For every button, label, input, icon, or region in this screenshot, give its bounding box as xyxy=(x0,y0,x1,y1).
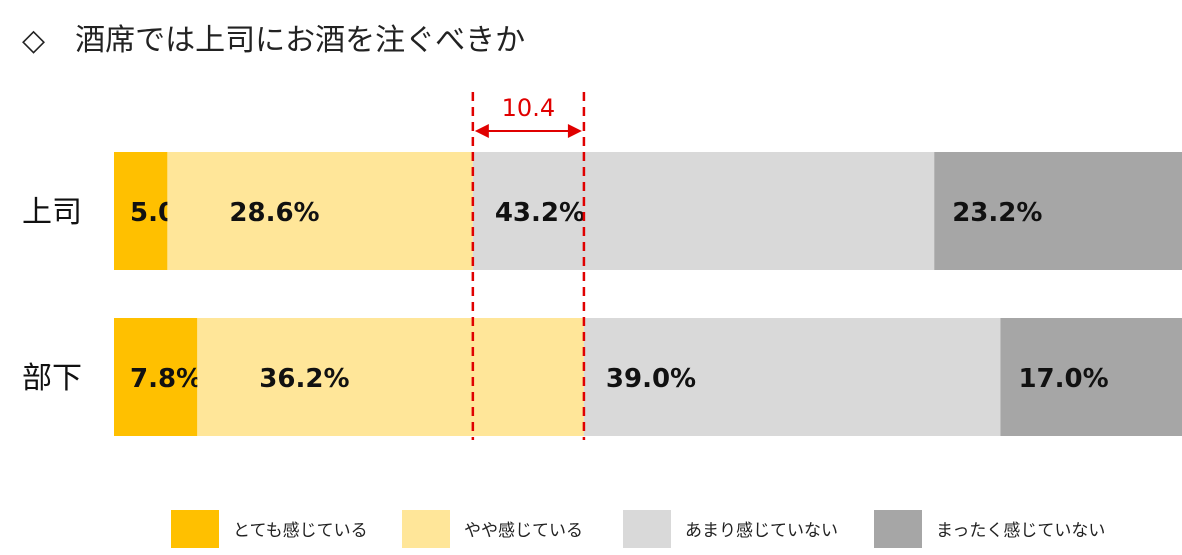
bar-segment-1-2 xyxy=(583,318,1001,436)
bar-segment-1-3 xyxy=(1000,318,1182,436)
bar-segment-1-1 xyxy=(197,318,584,436)
value-label-1-0: 7.8% xyxy=(130,364,202,394)
bar-segment-0-3 xyxy=(934,152,1182,270)
value-label-0-1: 28.6% xyxy=(229,198,319,228)
value-label-1-2: 39.0% xyxy=(606,364,696,394)
legend-label-1: やや感じている xyxy=(464,521,583,541)
difference-annotation: 10.4 xyxy=(471,92,586,440)
arrow-head-left xyxy=(474,124,489,138)
legend-swatch-1 xyxy=(402,510,450,548)
bars-group: 上司 5.0% 28.6% 43.2% 23.2%部下 7.8% 36.2% 39.0% 17.… xyxy=(22,152,1182,436)
value-label-0-2: 43.2% xyxy=(495,198,585,228)
legend-swatch-3 xyxy=(874,510,922,548)
bar-segment-0-2 xyxy=(472,152,935,270)
value-label-0-3: 23.2% xyxy=(952,198,1042,228)
legend-swatch-0 xyxy=(171,510,219,548)
bar-segment-0-0 xyxy=(114,152,168,270)
category-label-1: 部下 xyxy=(22,361,82,396)
value-label-1-3: 17.0% xyxy=(1018,364,1108,394)
chart-title: ◇ 酒席では上司にお酒を注ぐべきか xyxy=(22,23,525,58)
bar-segment-0-1 xyxy=(167,152,473,270)
category-label-0: 上司 xyxy=(22,195,82,230)
legend: とても感じている やや感じている あまり感じていない まったく感じていない xyxy=(171,510,1105,548)
arrow-head-right xyxy=(567,124,582,138)
difference-label: 10.4 xyxy=(502,94,555,122)
legend-label-3: まったく感じていない xyxy=(936,521,1105,541)
value-label-1-1: 36.2% xyxy=(259,364,349,394)
legend-label-0: とても感じている xyxy=(233,521,368,541)
legend-label-2: あまり感じていない xyxy=(685,521,838,541)
bar-segment-1-0 xyxy=(114,318,198,436)
legend-swatch-2 xyxy=(623,510,671,548)
